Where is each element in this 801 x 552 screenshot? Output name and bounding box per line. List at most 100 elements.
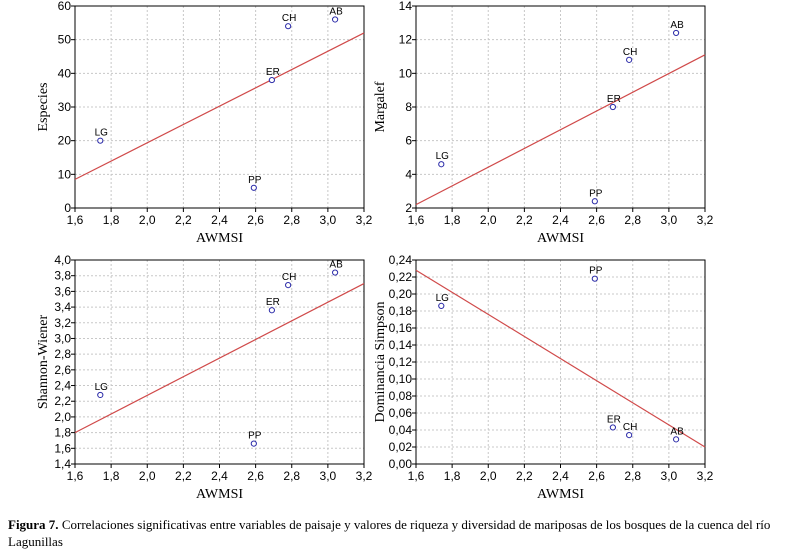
x-tick-label: 1,6 xyxy=(408,469,425,483)
y-tick-label: 0 xyxy=(64,201,71,215)
caption-label: Figura 7. xyxy=(8,517,59,532)
x-tick-label: 3,0 xyxy=(320,213,337,227)
point-label-pp: PP xyxy=(248,175,262,186)
point-label-ch: CH xyxy=(623,47,637,58)
data-point-ab xyxy=(332,269,339,276)
x-tick-label: 1,8 xyxy=(444,469,461,483)
plot-frame xyxy=(415,259,706,465)
y-tick-label: 3,6 xyxy=(54,284,71,298)
data-point-er xyxy=(609,424,616,431)
data-point-er xyxy=(268,307,275,314)
x-tick-label: 2,6 xyxy=(247,213,264,227)
x-tick-label: 2,0 xyxy=(480,213,497,227)
x-tick-label: 2,6 xyxy=(588,469,605,483)
chart-panel-3: 1,6 1,8 2,0 2,2 2,4 2,6 2,8 3,0 3,21,41,61,82,02… xyxy=(36,253,373,502)
point-label-pp: PP xyxy=(248,431,262,442)
x-axis-label: AWMSI xyxy=(196,487,243,502)
y-tick-label: 2,2 xyxy=(54,394,71,408)
x-tick-label: 2,8 xyxy=(283,469,300,483)
y-tick-label: 8 xyxy=(405,100,412,114)
y-tick-label: 14 xyxy=(399,0,413,13)
data-point-ab xyxy=(673,436,680,443)
data-point-lg xyxy=(438,302,445,309)
y-axis-label: Dominancia Simpson xyxy=(373,302,388,423)
y-axis-label: Margalef xyxy=(373,81,388,132)
data-point-lg xyxy=(438,161,445,168)
figure-charts: 1,6 1,8 2,0 2,2 2,4 2,6 2,8 3,0 3,20102030405060… xyxy=(36,0,714,502)
y-tick-label: 0,14 xyxy=(389,338,413,352)
x-tick-label: 2,0 xyxy=(139,213,156,227)
y-tick-label: 6 xyxy=(405,134,412,148)
y-tick-label: 3,8 xyxy=(54,269,71,283)
x-tick-label: 2,6 xyxy=(247,469,264,483)
point-label-lg: LG xyxy=(436,151,450,162)
y-tick-label: 12 xyxy=(399,33,413,47)
figure-caption: Figura 7. Correlaciones significativas e… xyxy=(8,516,798,550)
x-tick-label: 2,4 xyxy=(552,213,569,227)
plot-frame xyxy=(415,5,706,209)
y-tick-label: 0,18 xyxy=(389,304,413,318)
y-tick-label: 10 xyxy=(399,66,413,80)
x-axis-label: AWMSI xyxy=(537,231,584,246)
plot-frame xyxy=(74,259,365,465)
x-tick-label: 2,4 xyxy=(211,469,228,483)
x-tick-label: 2,6 xyxy=(588,213,605,227)
x-tick-label: 1,6 xyxy=(67,213,84,227)
x-tick-label: 3,2 xyxy=(356,213,373,227)
y-axis-label: Especies xyxy=(36,83,51,132)
y-tick-label: 60 xyxy=(58,0,72,13)
x-tick-label: 3,2 xyxy=(356,469,373,483)
x-tick-label: 2,8 xyxy=(624,469,641,483)
y-tick-label: 1,8 xyxy=(54,426,71,440)
x-tick-label: 2,8 xyxy=(624,213,641,227)
point-label-lg: LG xyxy=(95,128,109,139)
data-point-ch xyxy=(626,432,633,439)
regression-line xyxy=(74,32,365,180)
data-point-pp xyxy=(591,275,598,282)
point-label-ab: AB xyxy=(670,20,684,31)
point-label-er: ER xyxy=(266,67,280,78)
y-tick-label: 2,4 xyxy=(54,379,71,393)
data-point-lg xyxy=(97,137,104,144)
y-tick-label: 1,4 xyxy=(54,457,71,471)
plot-frame xyxy=(74,5,365,209)
x-tick-label: 2,4 xyxy=(211,213,228,227)
data-point-ch xyxy=(626,56,633,63)
x-tick-label: 3,2 xyxy=(697,469,714,483)
data-point-er xyxy=(609,103,616,111)
data-point-pp xyxy=(250,184,257,191)
y-tick-label: 30 xyxy=(58,100,72,114)
point-label-ab: AB xyxy=(670,426,684,437)
y-tick-label: 2 xyxy=(405,201,412,215)
point-label-lg: LG xyxy=(436,293,450,304)
x-tick-label: 1,6 xyxy=(67,469,84,483)
regression-line xyxy=(74,283,365,434)
y-tick-label: 2,8 xyxy=(54,347,71,361)
y-tick-label: 0,00 xyxy=(389,457,413,471)
chart-panel-2: 1,6 1,8 2,0 2,2 2,4 2,6 2,8 3,0 3,2 2 4 6 8 10 12 14 LG P… xyxy=(373,0,714,246)
x-tick-label: 2,2 xyxy=(516,213,533,227)
y-axis-label: Shannon-Wiener xyxy=(36,315,51,410)
x-tick-label: 2,0 xyxy=(480,469,497,483)
point-label-ch: CH xyxy=(282,272,296,283)
point-label-ch: CH xyxy=(282,13,296,24)
x-tick-label: 3,0 xyxy=(661,213,678,227)
caption-text: Correlaciones significativas entre varia… xyxy=(8,517,771,549)
point-label-ab: AB xyxy=(329,260,343,271)
point-label-er: ER xyxy=(607,94,621,105)
chart-panel-1: 1,6 1,8 2,0 2,2 2,4 2,6 2,8 3,0 3,2 0 10 20 30 40 50 60… xyxy=(36,0,373,246)
y-tick-label: 3,4 xyxy=(54,300,71,314)
data-point-er xyxy=(268,76,275,84)
y-tick-label: 0,12 xyxy=(389,355,413,369)
chart-panel-4: 1,6 1,8 2,0 2,2 2,4 2,6 2,8 3,0 3,2 0,00 0,02 0,04 0… xyxy=(373,253,714,502)
point-label-pp: PP xyxy=(589,188,603,199)
x-tick-label: 1,8 xyxy=(444,213,461,227)
x-tick-label: 2,2 xyxy=(175,469,192,483)
regression-line xyxy=(415,269,706,448)
y-tick-label: 0,08 xyxy=(389,389,413,403)
y-tick-label: 1,6 xyxy=(54,441,71,455)
x-tick-label: 2,4 xyxy=(552,469,569,483)
y-tick-label: 20 xyxy=(58,134,72,148)
data-point-ab xyxy=(332,16,339,23)
y-tick-label: 0,16 xyxy=(389,321,413,335)
